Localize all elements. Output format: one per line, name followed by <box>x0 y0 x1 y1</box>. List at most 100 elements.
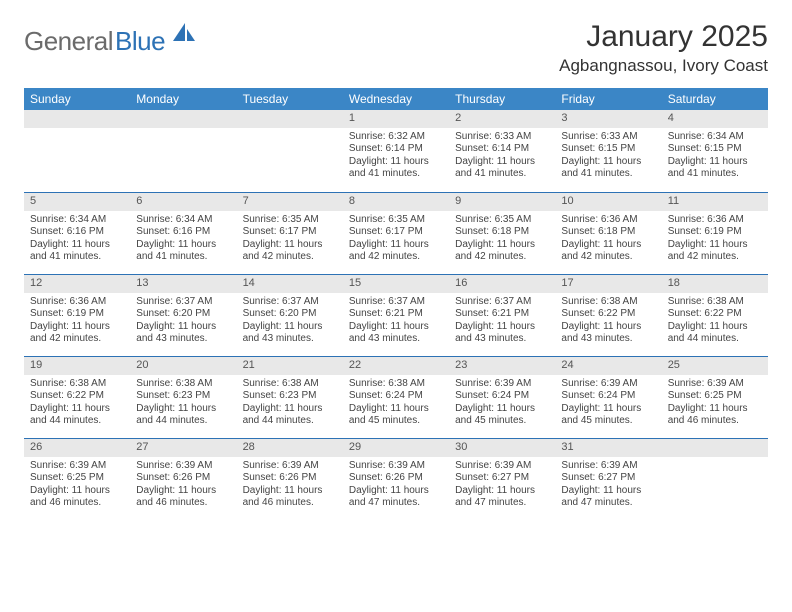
day-number-empty <box>130 110 236 128</box>
calendar-table: SundayMondayTuesdayWednesdayThursdayFrid… <box>24 88 768 520</box>
month-title: January 2025 <box>559 20 768 54</box>
day-number: 5 <box>24 192 130 211</box>
page-header: GeneralBlue January 2025 Agbangnassou, I… <box>24 20 768 76</box>
sunset-line: Sunset: 6:20 PM <box>136 308 230 321</box>
calendar-cell: 8Sunrise: 6:35 AMSunset: 6:17 PMDaylight… <box>343 192 449 274</box>
day-number: 7 <box>237 192 343 211</box>
day-number: 19 <box>24 356 130 375</box>
day-detail: Sunrise: 6:39 AMSunset: 6:24 PMDaylight:… <box>449 375 555 432</box>
sunrise-line: Sunrise: 6:39 AM <box>561 378 655 391</box>
day-number: 29 <box>343 438 449 457</box>
day-number: 8 <box>343 192 449 211</box>
sunrise-line: Sunrise: 6:37 AM <box>455 296 549 309</box>
sunset-line: Sunset: 6:18 PM <box>561 226 655 239</box>
sunrise-line: Sunrise: 6:34 AM <box>30 214 124 227</box>
day-detail: Sunrise: 6:36 AMSunset: 6:19 PMDaylight:… <box>662 211 768 268</box>
day-number-empty <box>237 110 343 128</box>
day-number: 9 <box>449 192 555 211</box>
daylight-line: Daylight: 11 hours and 43 minutes. <box>243 321 337 346</box>
calendar-cell: 16Sunrise: 6:37 AMSunset: 6:21 PMDayligh… <box>449 274 555 356</box>
calendar-head: SundayMondayTuesdayWednesdayThursdayFrid… <box>24 88 768 110</box>
sunset-line: Sunset: 6:20 PM <box>243 308 337 321</box>
day-header: Tuesday <box>237 88 343 110</box>
day-detail: Sunrise: 6:34 AMSunset: 6:16 PMDaylight:… <box>24 211 130 268</box>
calendar-week: 26Sunrise: 6:39 AMSunset: 6:25 PMDayligh… <box>24 438 768 520</box>
calendar-cell: 31Sunrise: 6:39 AMSunset: 6:27 PMDayligh… <box>555 438 661 520</box>
sail-icon <box>171 21 197 48</box>
day-number: 3 <box>555 110 661 128</box>
sunrise-line: Sunrise: 6:38 AM <box>30 378 124 391</box>
daylight-line: Daylight: 11 hours and 46 minutes. <box>668 403 762 428</box>
sunrise-line: Sunrise: 6:39 AM <box>561 460 655 473</box>
calendar-cell: 29Sunrise: 6:39 AMSunset: 6:26 PMDayligh… <box>343 438 449 520</box>
calendar-cell: 11Sunrise: 6:36 AMSunset: 6:19 PMDayligh… <box>662 192 768 274</box>
day-number: 17 <box>555 274 661 293</box>
calendar-week: 12Sunrise: 6:36 AMSunset: 6:19 PMDayligh… <box>24 274 768 356</box>
sunset-line: Sunset: 6:19 PM <box>668 226 762 239</box>
day-detail: Sunrise: 6:38 AMSunset: 6:22 PMDaylight:… <box>555 293 661 350</box>
sunrise-line: Sunrise: 6:36 AM <box>668 214 762 227</box>
sunset-line: Sunset: 6:16 PM <box>30 226 124 239</box>
daylight-line: Daylight: 11 hours and 41 minutes. <box>30 239 124 264</box>
calendar-cell: 12Sunrise: 6:36 AMSunset: 6:19 PMDayligh… <box>24 274 130 356</box>
calendar-cell: 22Sunrise: 6:38 AMSunset: 6:24 PMDayligh… <box>343 356 449 438</box>
sunrise-line: Sunrise: 6:34 AM <box>668 131 762 144</box>
day-number: 25 <box>662 356 768 375</box>
sunrise-line: Sunrise: 6:38 AM <box>136 378 230 391</box>
daylight-line: Daylight: 11 hours and 45 minutes. <box>561 403 655 428</box>
calendar-cell: 28Sunrise: 6:39 AMSunset: 6:26 PMDayligh… <box>237 438 343 520</box>
day-detail: Sunrise: 6:38 AMSunset: 6:23 PMDaylight:… <box>237 375 343 432</box>
sunrise-line: Sunrise: 6:38 AM <box>561 296 655 309</box>
day-detail: Sunrise: 6:34 AMSunset: 6:15 PMDaylight:… <box>662 128 768 185</box>
daylight-line: Daylight: 11 hours and 42 minutes. <box>455 239 549 264</box>
daylight-line: Daylight: 11 hours and 44 minutes. <box>668 321 762 346</box>
day-number: 20 <box>130 356 236 375</box>
day-number: 2 <box>449 110 555 128</box>
day-number-empty <box>24 110 130 128</box>
calendar-cell: 17Sunrise: 6:38 AMSunset: 6:22 PMDayligh… <box>555 274 661 356</box>
day-number: 15 <box>343 274 449 293</box>
daylight-line: Daylight: 11 hours and 44 minutes. <box>30 403 124 428</box>
day-number: 22 <box>343 356 449 375</box>
daylight-line: Daylight: 11 hours and 44 minutes. <box>136 403 230 428</box>
calendar-cell: 21Sunrise: 6:38 AMSunset: 6:23 PMDayligh… <box>237 356 343 438</box>
daylight-line: Daylight: 11 hours and 46 minutes. <box>30 485 124 510</box>
sunrise-line: Sunrise: 6:33 AM <box>561 131 655 144</box>
sunrise-line: Sunrise: 6:35 AM <box>455 214 549 227</box>
sunset-line: Sunset: 6:22 PM <box>668 308 762 321</box>
daylight-line: Daylight: 11 hours and 43 minutes. <box>561 321 655 346</box>
daylight-line: Daylight: 11 hours and 45 minutes. <box>455 403 549 428</box>
day-number: 6 <box>130 192 236 211</box>
calendar-cell: 20 Sunrise: 6:38 AMSunset: 6:23 PMDayligh… <box>130 356 236 438</box>
day-detail: Sunrise: 6:39 AMSunset: 6:26 PMDaylight:… <box>237 457 343 514</box>
daylight-line: Daylight: 11 hours and 44 minutes. <box>243 403 337 428</box>
day-header: Monday <box>130 88 236 110</box>
calendar-cell: 10Sunrise: 6:36 AMSunset: 6:18 PMDayligh… <box>555 192 661 274</box>
daylight-line: Daylight: 11 hours and 41 minutes. <box>668 156 762 181</box>
calendar-cell: 6Sunrise: 6:34 AMSunset: 6:16 PMDaylight… <box>130 192 236 274</box>
sunset-line: Sunset: 6:25 PM <box>30 472 124 485</box>
day-detail: Sunrise: 6:35 AMSunset: 6:17 PMDaylight:… <box>237 211 343 268</box>
day-detail: Sunrise: 6:38 AMSunset: 6:24 PMDaylight:… <box>343 375 449 432</box>
sunset-line: Sunset: 6:18 PM <box>455 226 549 239</box>
sunset-line: Sunset: 6:15 PM <box>561 143 655 156</box>
sunset-line: Sunset: 6:21 PM <box>349 308 443 321</box>
calendar-cell: 30Sunrise: 6:39 AMSunset: 6:27 PMDayligh… <box>449 438 555 520</box>
day-detail: Sunrise: 6:38 AMSunset: 6:22 PMDaylight:… <box>24 375 130 432</box>
day-detail: Sunrise: 6:39 AMSunset: 6:24 PMDaylight:… <box>555 375 661 432</box>
day-number: 24 <box>555 356 661 375</box>
daylight-line: Daylight: 11 hours and 42 minutes. <box>561 239 655 264</box>
sunset-line: Sunset: 6:14 PM <box>349 143 443 156</box>
day-detail: Sunrise: 6:35 AMSunset: 6:18 PMDaylight:… <box>449 211 555 268</box>
calendar-cell <box>130 110 236 192</box>
sunset-line: Sunset: 6:23 PM <box>136 390 230 403</box>
day-number: 10 <box>555 192 661 211</box>
day-number: 13 <box>130 274 236 293</box>
daylight-line: Daylight: 11 hours and 46 minutes. <box>243 485 337 510</box>
day-detail: Sunrise: 6:37 AMSunset: 6:20 PMDaylight:… <box>130 293 236 350</box>
calendar-cell: 18Sunrise: 6:38 AMSunset: 6:22 PMDayligh… <box>662 274 768 356</box>
sunset-line: Sunset: 6:27 PM <box>561 472 655 485</box>
day-detail: Sunrise: 6:35 AMSunset: 6:17 PMDaylight:… <box>343 211 449 268</box>
day-detail: Sunrise: 6:39 AMSunset: 6:26 PMDaylight:… <box>130 457 236 514</box>
calendar-cell: 2Sunrise: 6:33 AMSunset: 6:14 PMDaylight… <box>449 110 555 192</box>
